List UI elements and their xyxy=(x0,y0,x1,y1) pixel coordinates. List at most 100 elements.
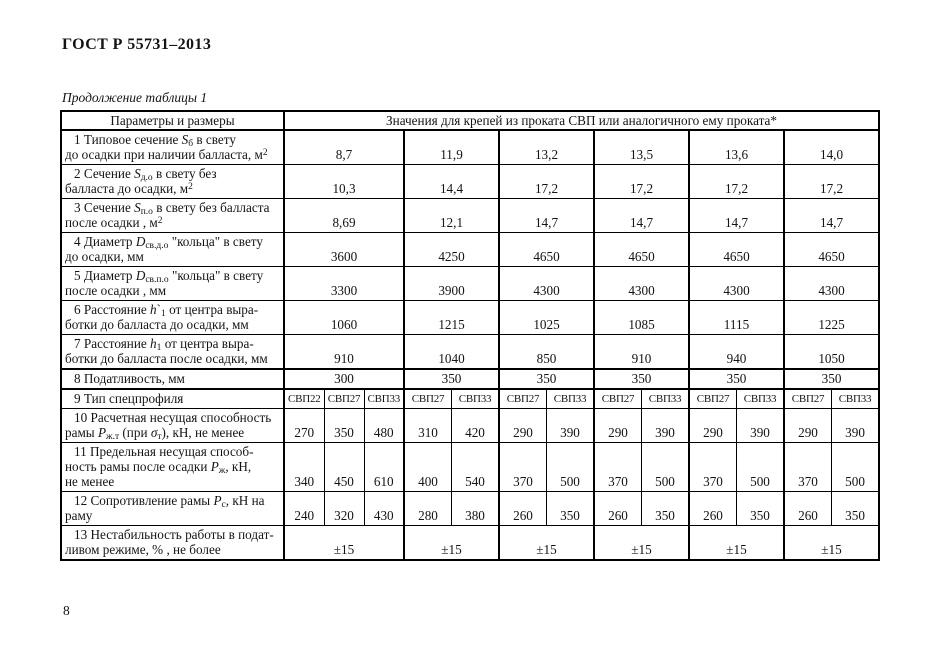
param-label: 13 Нестабильность работы в подат-ливом р… xyxy=(60,525,285,561)
value-cell: 350 xyxy=(498,368,595,390)
value-cell: СВП33 xyxy=(546,388,595,409)
value-cell: 500 xyxy=(736,442,785,492)
value-cell: 500 xyxy=(641,442,690,492)
value-cell: СВП27 xyxy=(783,388,832,409)
param-label: 3 Сечение Sп.о в свету без балласта после… xyxy=(60,198,285,233)
value-cell: ±15 xyxy=(593,525,690,561)
parameters-table: Параметры и размеры Значения для крепей … xyxy=(60,110,881,561)
value-cell: 400 xyxy=(403,442,452,492)
table-row: 8 Податливость, мм 300 350 350 350 350 350 xyxy=(60,368,880,390)
value-cell: 240 xyxy=(283,491,325,526)
table-row: 10 Расчетная несущая способность рамы Pж.… xyxy=(60,408,880,443)
value-cell: 290 xyxy=(593,408,642,443)
value-cell: 260 xyxy=(498,491,547,526)
value-cell: СВП27 xyxy=(498,388,547,409)
param-label: 1 Типовое сечение Sб в свету до осадки пр… xyxy=(60,129,285,165)
value-cell: 4250 xyxy=(403,232,500,267)
value-cell: СВП33 xyxy=(451,388,500,409)
value-cell: 14,0 xyxy=(782,129,880,165)
table-row: 7 Расстояние h1 от центра выра-ботки до … xyxy=(60,334,880,370)
value-cell: 420 xyxy=(451,408,500,443)
table-row: 3 Сечение Sп.о в свету без балласта после… xyxy=(60,198,880,233)
value-cell: 310 xyxy=(403,408,452,443)
value-cell: СВП27 xyxy=(593,388,642,409)
value-cell: 1115 xyxy=(688,300,785,335)
table-caption: Продолжение таблицы 1 xyxy=(62,90,208,105)
value-cell: 500 xyxy=(546,442,595,492)
value-cell: 17,2 xyxy=(782,164,880,199)
value-cell: 390 xyxy=(736,408,785,443)
value-cell: 370 xyxy=(783,442,832,492)
value-cell: 350 xyxy=(736,491,785,526)
value-cell: СВП33 xyxy=(641,388,690,409)
param-label: 6 Расстояние h`1 от центра выра-ботки до… xyxy=(60,300,285,335)
value-cell: СВП27 xyxy=(688,388,737,409)
value-cell: 610 xyxy=(363,442,405,492)
value-cell: 1050 xyxy=(782,334,880,370)
value-cell: 1225 xyxy=(782,300,880,335)
param-label: 9 Тип спецпрофиля xyxy=(60,388,285,409)
value-cell: 17,2 xyxy=(498,164,595,199)
value-cell: 350 xyxy=(546,491,595,526)
value-cell: 370 xyxy=(498,442,547,492)
value-cell: 13,2 xyxy=(498,129,595,165)
value-cell: 1060 xyxy=(283,300,405,335)
value-cell: 17,2 xyxy=(688,164,785,199)
page-number: 8 xyxy=(63,603,70,618)
value-cell: 340 xyxy=(283,442,325,492)
value-cell: 260 xyxy=(688,491,737,526)
value-cell: 300 xyxy=(283,368,405,390)
value-cell: СВП33 xyxy=(736,388,785,409)
doc-header: ГОСТ Р 55731–2013 xyxy=(62,36,212,53)
value-cell: 4650 xyxy=(782,232,880,267)
value-cell: 3300 xyxy=(283,266,405,301)
value-cell: СВП22 xyxy=(283,388,325,409)
value-cell: 350 xyxy=(688,368,785,390)
value-cell: 14,4 xyxy=(403,164,500,199)
table-row: 11 Предельная несущая способ-ность рамы … xyxy=(60,442,880,492)
value-cell: 4650 xyxy=(593,232,690,267)
value-cell: 11,9 xyxy=(403,129,500,165)
value-cell: 1040 xyxy=(403,334,500,370)
value-cell: 4300 xyxy=(498,266,595,301)
value-cell: 850 xyxy=(498,334,595,370)
value-cell: ±15 xyxy=(498,525,595,561)
value-cell: ±15 xyxy=(403,525,500,561)
value-cell: 370 xyxy=(593,442,642,492)
value-cell: 320 xyxy=(323,491,365,526)
value-cell: 350 xyxy=(593,368,690,390)
value-cell: 290 xyxy=(498,408,547,443)
value-cell: 12,1 xyxy=(403,198,500,233)
table-row: 2 Сечение Sд.о в свету без балласта до ос… xyxy=(60,164,880,199)
value-cell: 940 xyxy=(688,334,785,370)
param-label: 8 Податливость, мм xyxy=(60,368,285,390)
param-label: 11 Предельная несущая способ-ность рамы … xyxy=(60,442,285,492)
value-cell: 14,7 xyxy=(498,198,595,233)
table-row: 6 Расстояние h`1 от центра выра-ботки до… xyxy=(60,300,880,335)
value-cell: 1215 xyxy=(403,300,500,335)
value-cell: 280 xyxy=(403,491,452,526)
table-row: 1 Типовое сечение Sб в свету до осадки пр… xyxy=(60,129,880,165)
value-cell: 260 xyxy=(783,491,832,526)
value-cell: 390 xyxy=(641,408,690,443)
value-cell: ±15 xyxy=(688,525,785,561)
value-cell: 4650 xyxy=(688,232,785,267)
value-cell: 380 xyxy=(451,491,500,526)
value-cell: 350 xyxy=(403,368,500,390)
value-cell: 14,7 xyxy=(688,198,785,233)
value-cell: 350 xyxy=(641,491,690,526)
value-cell: СВП33 xyxy=(831,388,880,409)
table-row: 9 Тип спецпрофиля СВП22 СВП27 СВП33 СВП27 СВП… xyxy=(60,388,880,409)
value-cell: 480 xyxy=(363,408,405,443)
table-header-row: Параметры и размеры Значения для крепей … xyxy=(60,110,880,131)
value-cell: 350 xyxy=(782,368,880,390)
table-row: 4 Диаметр Dсв.д.о "кольца" в свету до оса… xyxy=(60,232,880,267)
value-cell: 290 xyxy=(783,408,832,443)
value-cell: 8,69 xyxy=(283,198,405,233)
params-column-header: Параметры и размеры xyxy=(60,110,285,131)
param-label: 4 Диаметр Dсв.д.о "кольца" в свету до оса… xyxy=(60,232,285,267)
value-cell: 500 xyxy=(831,442,880,492)
value-cell: 910 xyxy=(283,334,405,370)
table-row: 13 Нестабильность работы в подат-ливом р… xyxy=(60,525,880,561)
value-cell: 540 xyxy=(451,442,500,492)
